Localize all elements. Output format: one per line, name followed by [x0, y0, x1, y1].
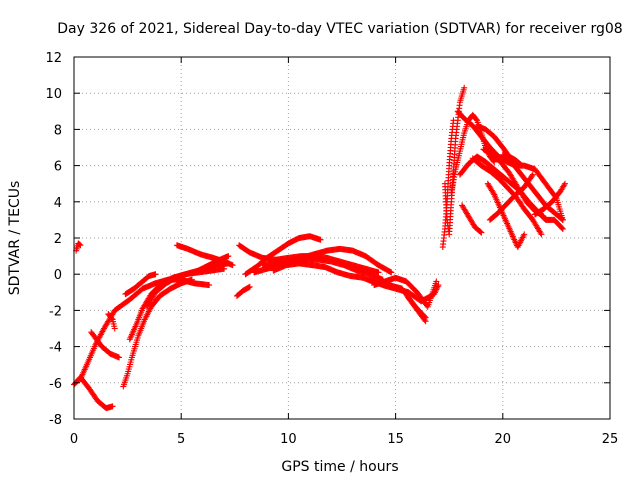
- series-s16: [259, 245, 395, 276]
- series-s29: [480, 146, 547, 220]
- series-s8: [122, 271, 159, 298]
- data-point: [206, 282, 213, 289]
- data-point: [561, 180, 568, 187]
- data-point: [229, 262, 236, 269]
- data-point: [473, 116, 480, 123]
- tick-labels: 0 5 10 15 20 25 -8 -6 -4 -2 0 2 4 6 8 10 12: [45, 51, 618, 447]
- x-tick-label: 15: [387, 432, 404, 447]
- series-s3: [77, 276, 213, 383]
- data-point: [375, 269, 382, 276]
- data-point: [521, 231, 528, 238]
- data-point: [540, 213, 547, 220]
- y-tick-label: 2: [54, 232, 62, 247]
- data-point: [538, 231, 545, 238]
- data-point: [188, 276, 195, 283]
- series-s12: [233, 283, 253, 299]
- series-s6: [120, 276, 195, 390]
- data-point: [388, 269, 395, 276]
- chart-title: Day 326 of 2021, Sidereal Day-to-day VTE…: [57, 21, 622, 37]
- data-point: [559, 225, 566, 232]
- data-point: [561, 182, 568, 189]
- data-point: [317, 236, 324, 243]
- data-point: [246, 283, 253, 290]
- data-point: [519, 162, 526, 169]
- series-s19: [366, 276, 442, 305]
- series-s26: [459, 202, 485, 236]
- y-tick-label: -4: [49, 341, 62, 356]
- y-tick-label: 12: [45, 51, 62, 66]
- data-point: [111, 325, 118, 332]
- data-point: [558, 225, 565, 232]
- y-tick-label: 0: [54, 268, 62, 283]
- x-tick-label: 25: [602, 432, 619, 447]
- y-tick-label: 8: [54, 123, 62, 138]
- data-point: [108, 315, 115, 322]
- y-tick-label: -2: [49, 304, 62, 319]
- series-s11: [195, 253, 232, 274]
- series-s5: [105, 311, 118, 332]
- data-point: [491, 158, 498, 165]
- x-tick-label: 10: [280, 432, 297, 447]
- data-point: [537, 229, 544, 236]
- data-point: [518, 161, 525, 168]
- data-point: [76, 241, 83, 248]
- series-s28: [474, 122, 526, 169]
- series-s33: [531, 180, 568, 218]
- series-s14: [242, 233, 324, 278]
- data-point: [116, 354, 123, 361]
- series-s22: [441, 84, 468, 238]
- x-tick-label: 20: [495, 432, 512, 447]
- y-tick-label: 4: [54, 196, 62, 211]
- data-point: [558, 216, 565, 223]
- x-axis-title: GPS time / hours: [281, 459, 398, 475]
- data-point: [433, 278, 440, 285]
- data-point: [77, 242, 84, 249]
- data-point: [76, 241, 83, 248]
- data-point: [528, 172, 535, 179]
- data-point: [559, 216, 566, 223]
- data-point: [478, 229, 485, 236]
- data-point: [529, 171, 536, 178]
- data-point: [421, 313, 428, 320]
- series-s32: [499, 151, 566, 223]
- data-point: [477, 228, 484, 235]
- series-s1: [73, 240, 84, 254]
- data-point: [461, 84, 468, 91]
- x-tick-label: 0: [70, 432, 78, 447]
- axis-ticks: [73, 56, 611, 420]
- y-tick-label: -6: [49, 377, 62, 392]
- data-points: [71, 84, 568, 412]
- y-tick-label: -8: [49, 413, 62, 428]
- series-s4: [88, 329, 123, 361]
- series-s24: [454, 108, 566, 223]
- y-tick-label: 6: [54, 160, 62, 175]
- y-tick-label: 10: [45, 87, 62, 102]
- x-tick-label: 5: [177, 432, 185, 447]
- series-s20: [405, 294, 429, 321]
- data-point: [422, 314, 429, 321]
- data-point: [152, 271, 159, 278]
- data-point: [109, 403, 116, 410]
- series-s2: [71, 374, 116, 412]
- data-point: [435, 282, 442, 289]
- y-axis-title: SDTVAR / TECUs: [7, 181, 23, 296]
- series-s31: [486, 171, 536, 223]
- grid: [74, 57, 610, 419]
- data-point: [225, 253, 232, 260]
